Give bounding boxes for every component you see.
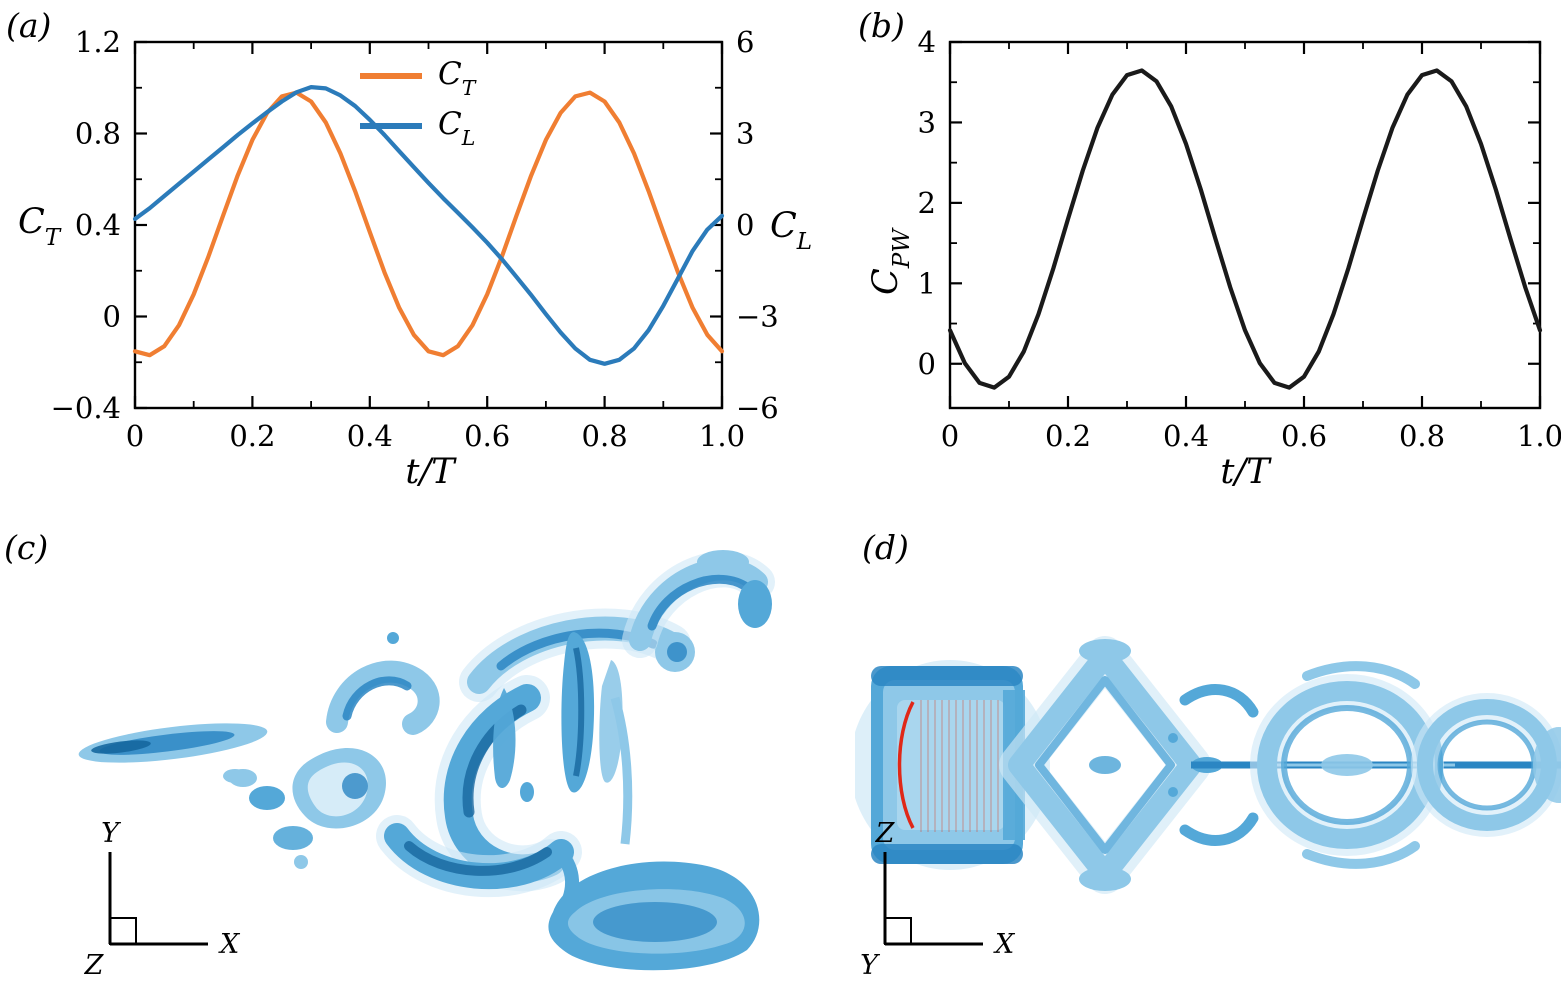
vortex-isosurface-side-view [78, 550, 775, 971]
panel-label-d: (d) [862, 528, 909, 567]
x-axis-label-a: t/T [405, 452, 455, 492]
red-striations [920, 700, 999, 832]
legend-swatch-ct [360, 73, 422, 80]
y-tick-label: 1.2 [75, 25, 121, 59]
y-tick-label: −0.4 [51, 391, 121, 425]
legend-label-cl: CL [438, 106, 476, 151]
y-tick-label: 0.8 [75, 117, 121, 151]
x-tick-label: 0.2 [229, 419, 275, 453]
y-axis-label-cpw: CPW [866, 228, 916, 295]
axis-label-right-c: X [218, 929, 241, 960]
x-tick-label: 0.6 [464, 419, 510, 453]
x-tick-label: 0.4 [1163, 419, 1209, 453]
y2-tick-label: 6 [736, 25, 754, 59]
legend-entry-ct: CT [360, 56, 476, 100]
legend-entry-cl: CL [360, 106, 476, 151]
legend-label-ct: CT [438, 56, 476, 100]
curve-C_PW [947, 68, 1543, 390]
panel-label-b: (b) [858, 6, 905, 45]
legend: CT CL [360, 56, 476, 151]
x-tick-label: 0.8 [1399, 419, 1445, 453]
x-tick-label: 1.0 [1517, 419, 1561, 453]
y2-tick-label: 3 [736, 117, 754, 151]
y-tick-label: 0 [918, 347, 936, 381]
axes-indicator-c: Y X Z [84, 822, 241, 981]
mid-wake-cluster [1168, 684, 1259, 846]
axes-lines [883, 852, 983, 946]
axis-label-right-d: X [993, 929, 1016, 960]
vortex-structures-top [855, 636, 1561, 894]
y-tick-label: 2 [918, 186, 936, 220]
x-tick-label: 0 [941, 419, 959, 453]
y-tick-label: 4 [918, 25, 936, 59]
diamond-vortex-ring [999, 636, 1211, 894]
curve-C_L [132, 85, 725, 366]
y-tick-label: 3 [918, 105, 936, 139]
y2-tick-label: −6 [736, 391, 779, 425]
y2-axis-label-cl: CL [770, 206, 813, 256]
axes-indicator-d: Z X Y [860, 822, 1016, 981]
x-tick-label: 0.4 [347, 419, 393, 453]
axis-label-up-c: Y [101, 822, 121, 849]
axis-label-up-d: Z [875, 822, 896, 849]
y2-tick-label: 0 [736, 208, 754, 242]
x-tick-label: 0.8 [582, 419, 628, 453]
axes-lines [108, 852, 208, 946]
y-axis-label-ct: CT [18, 202, 61, 252]
y2-tick-label: −3 [736, 300, 779, 334]
y-tick-label: 1 [918, 266, 936, 300]
y-tick-label: 0.4 [75, 208, 121, 242]
plot-frame [948, 40, 1542, 410]
x-tick-label: 0 [126, 419, 144, 453]
panel-label-a: (a) [6, 6, 52, 45]
red-arc [897, 701, 915, 829]
swimmer-body [871, 666, 1025, 864]
panel-label-c: (c) [4, 528, 49, 567]
axis-label-corner-d: Y [860, 950, 880, 981]
chart-power-coefficient: 0 0.2 0.4 0.6 0.8 1.0 0 1 2 3 4 [918, 25, 1561, 453]
y-tick-label: 0 [103, 300, 121, 334]
curve-C_T [132, 90, 725, 358]
legend-swatch-cl [360, 123, 422, 130]
vortex-isosurface-top-view [855, 636, 1561, 894]
axis-label-corner-c: Z [84, 950, 105, 981]
x-tick-label: 0.6 [1281, 419, 1327, 453]
x-tick-label: 0.2 [1045, 419, 1091, 453]
x-tick-label: 1.0 [699, 419, 745, 453]
x-axis-label-b: t/T [1220, 452, 1270, 492]
vortex-structures [78, 550, 775, 971]
